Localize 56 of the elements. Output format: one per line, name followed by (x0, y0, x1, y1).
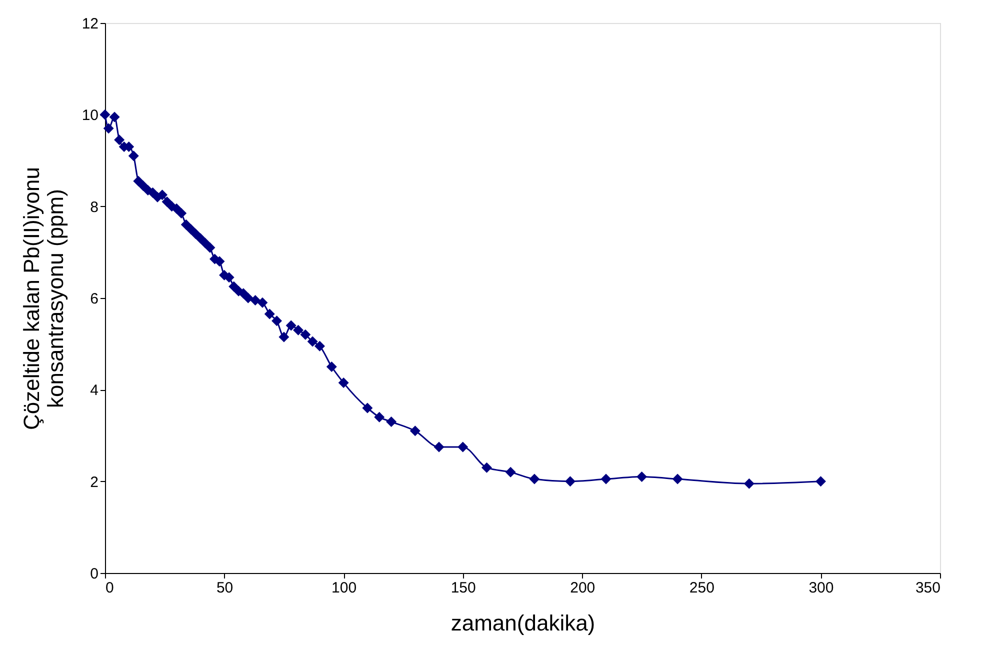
y-tick-label: 10 (82, 107, 98, 124)
point (293, 324, 304, 336)
point (186, 224, 196, 234)
point (250, 295, 261, 306)
point (636, 472, 648, 482)
point (744, 478, 754, 489)
x-tick-label: 250 (689, 580, 714, 596)
point (128, 150, 139, 162)
point (815, 476, 826, 487)
point (242, 292, 254, 304)
point (100, 109, 110, 120)
y-tick-label: 8 (90, 198, 98, 216)
point (326, 362, 337, 372)
y-axis-title: Çözeltide kalan Pb(II)iyonu konsantrasyonu (ppm) (18, 167, 68, 430)
point (264, 308, 275, 320)
point (458, 442, 468, 452)
x-tick-label: 100 (332, 580, 357, 596)
point (600, 474, 612, 484)
y-tick-label: 6 (90, 290, 98, 308)
point (286, 320, 296, 331)
point (672, 474, 683, 484)
x-tick-label: 300 (808, 580, 834, 596)
point (307, 336, 318, 347)
x-tick-label: 350 (915, 580, 940, 596)
point (505, 466, 516, 478)
y-tick-label: 4 (90, 382, 98, 400)
x-tick-label: 150 (450, 580, 476, 596)
point (386, 416, 397, 427)
point (272, 316, 282, 326)
y-tick-label: 12 (82, 16, 98, 32)
x-tick-label: 50 (216, 580, 234, 596)
point (481, 462, 492, 473)
x-tick-label: 0 (106, 580, 114, 596)
point (257, 297, 268, 308)
point (564, 476, 576, 487)
x-tick-label: 200 (570, 580, 596, 596)
point (204, 242, 216, 253)
point (314, 340, 325, 352)
point (278, 332, 290, 342)
point (434, 442, 444, 452)
point (133, 176, 144, 186)
point (410, 426, 420, 436)
point (529, 474, 540, 484)
point (374, 412, 385, 422)
point (103, 123, 114, 134)
x-axis-title: zaman(dakika) (450, 610, 596, 636)
point (114, 134, 125, 146)
point (300, 329, 311, 340)
point (362, 402, 373, 414)
point (109, 112, 120, 122)
point (338, 378, 349, 388)
point (157, 190, 168, 200)
y-tick-label: 0 (90, 566, 98, 582)
y-tick-label: 2 (90, 474, 98, 491)
point (176, 208, 187, 218)
point (190, 228, 201, 240)
